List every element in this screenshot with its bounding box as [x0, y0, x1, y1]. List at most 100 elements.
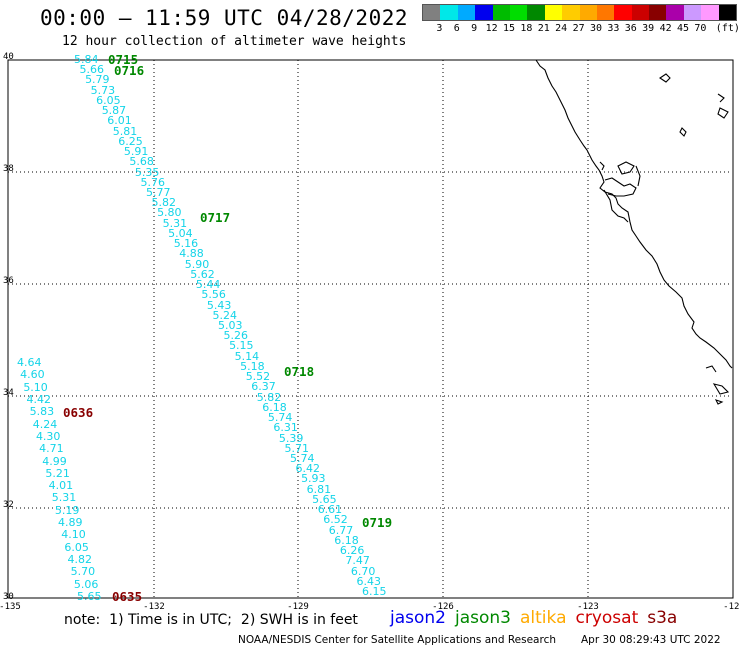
longitude-label: -123 [577, 602, 599, 612]
wave-height-value: 5.82 [151, 196, 177, 210]
wave-height-value: 5.68 [129, 155, 154, 169]
wave-height-value: 5.81 [112, 124, 138, 138]
wave-height-value: 5.04 [168, 226, 193, 240]
map-frame [7, 59, 734, 599]
wave-height-value: 6.31 [273, 421, 298, 435]
color-legend-label: 42 [659, 23, 672, 34]
wave-height-value: 5.90 [184, 257, 210, 271]
wave-height-value: 5.21 [45, 466, 70, 480]
wave-height-value: 5.14 [234, 349, 260, 363]
wave-height-value: 5.10 [23, 380, 48, 394]
wave-height-value: 6.25 [118, 134, 143, 148]
credit-line: NOAA/NESDIS Center for Satellite Applica… [238, 634, 556, 646]
generated-timestamp: Apr 30 08:29:43 UTC 2022 [581, 634, 721, 646]
wave-height-value: 5.62 [190, 267, 215, 281]
latitude-label: 30 [3, 592, 14, 602]
color-swatch [492, 5, 510, 20]
color-swatch [527, 5, 545, 20]
wave-height-value: 5.19 [54, 503, 80, 517]
color-legend-label: 18 [520, 23, 533, 34]
color-legend-label: 15 [502, 23, 516, 34]
longitude-label: -135 [0, 602, 21, 612]
color-legend-label: 39 [642, 23, 655, 34]
wave-height-value: 5.91 [123, 145, 149, 159]
color-legend-unit: (ft) [715, 23, 740, 34]
wave-height-value: 4.42 [26, 392, 51, 406]
wave-height-value: 5.16 [173, 237, 199, 251]
color-swatch [579, 5, 597, 20]
wave-height-value: 6.70 [350, 564, 376, 578]
color-legend-label: 36 [624, 23, 637, 34]
wave-height-value: 5.70 [70, 565, 96, 579]
wave-height-value: 5.18 [240, 359, 265, 373]
wave-height-value: 5.71 [284, 441, 309, 455]
page-title: 00:00 — 11:59 UTC 04/28/2022 [40, 6, 409, 30]
color-legend-label: 33 [607, 23, 620, 34]
wave-height-value: 4.30 [35, 429, 61, 443]
california-coastline [535, 59, 733, 405]
wave-height-value: 6.43 [356, 574, 381, 588]
wave-height-value: 5.03 [218, 319, 243, 332]
wave-height-value: 5.66 [79, 63, 105, 77]
wave-height-value: 4.24 [32, 417, 58, 431]
wave-height-value: 5.26 [223, 329, 249, 343]
wave-height-value: 5.84 [74, 53, 99, 66]
wave-height-value: 5.24 [212, 308, 237, 322]
wave-height-value: 4.88 [179, 247, 204, 261]
wave-height-value: 4.01 [48, 479, 74, 493]
color-legend-labels: 3 6 9 12 15 18 21 24 27 30 33 36 39 42 45 70 (ft) [422, 21, 740, 35]
wave-height-value: 6.05 [64, 540, 89, 554]
color-legend-label: 9 [471, 23, 478, 34]
color-swatch [423, 5, 441, 20]
wave-height-value: 5.79 [85, 73, 110, 87]
wave-height-value: 4.60 [20, 368, 45, 382]
wave-height-value: 5.06 [73, 577, 99, 591]
color-legend-label: 3 [436, 23, 443, 34]
wave-height-value: 5.31 [162, 216, 188, 230]
color-swatch [614, 5, 632, 20]
wave-height-value: 6.77 [328, 523, 354, 537]
wave-height-value: 5.44 [195, 278, 221, 292]
latitude-label: 40 [3, 52, 14, 62]
pass-time-tag: 0715 [108, 52, 139, 67]
wave-height-value: 6.61 [317, 503, 343, 517]
wave-height-value: 5.82 [256, 390, 282, 404]
wave-height-value: 4.64 [17, 356, 42, 369]
wave-height-value: 6.15 [362, 585, 387, 598]
wave-height-value: 4.89 [58, 516, 83, 530]
color-legend-label: 70 [694, 23, 707, 34]
pass-time-tag: 0716 [114, 63, 145, 78]
lat-lon-grid [8, 59, 732, 598]
color-swatch [683, 5, 702, 20]
latitude-label: 36 [3, 276, 14, 286]
wave-height-value: 5.31 [51, 491, 77, 505]
wave-height-value: 6.26 [339, 544, 365, 558]
page-subtitle: 12 hour collection of altimeter wave hei… [62, 34, 407, 49]
satellite-label: cryosat [575, 608, 639, 628]
wave-height-value: 6.37 [251, 380, 276, 394]
color-swatch [701, 5, 719, 20]
wave-height-value: 5.65 [312, 492, 337, 506]
wave-height-value: 4.10 [61, 528, 86, 542]
color-swatch [649, 5, 667, 20]
color-swatch [457, 5, 476, 20]
color-legend-label: 30 [589, 23, 603, 34]
wave-height-value: 5.76 [140, 175, 165, 189]
satellite-label: altika [520, 608, 567, 628]
wave-height-value: 6.18 [334, 533, 359, 547]
wave-height-value: 4.82 [67, 553, 93, 567]
satellite-label: jason3 [455, 608, 511, 628]
color-legend-label: 6 [453, 23, 460, 34]
pass-time-tag: 0635 [112, 589, 143, 604]
longitude-label: -132 [143, 602, 165, 612]
color-swatch [562, 5, 580, 20]
latitude-label: 32 [3, 500, 14, 510]
wave-height-value: 5.74 [290, 452, 315, 465]
color-swatch [475, 5, 493, 20]
color-legend-label: 24 [555, 23, 568, 34]
longitude-label: -126 [432, 602, 454, 612]
color-swatch [440, 5, 458, 20]
color-swatch [718, 5, 737, 20]
color-legend-swatches [422, 4, 738, 21]
